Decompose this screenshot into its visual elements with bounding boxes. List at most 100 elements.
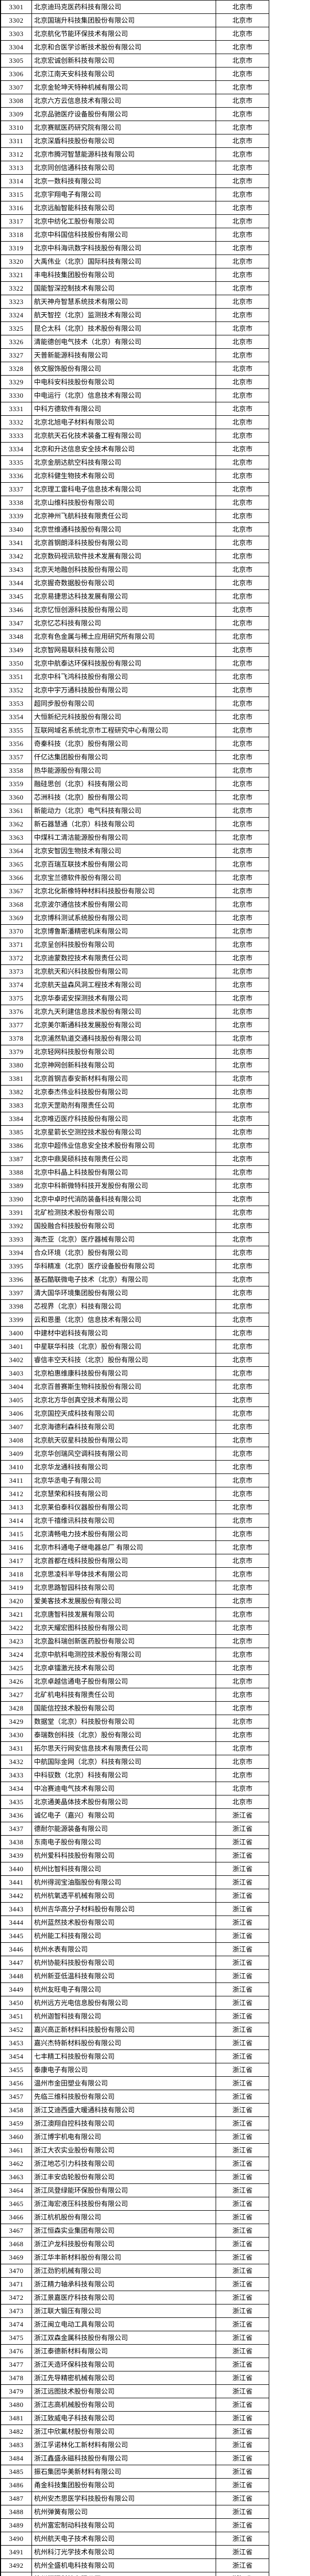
region-cell: 北京市 (216, 14, 269, 27)
table-row: 3458 浙江艾迪西盛大暖通科技有限公司 浙江省 (0, 2104, 269, 2117)
row-index-cell: 3429 (0, 1715, 32, 1728)
row-index-cell: 3486 (0, 2479, 32, 2492)
row-index-cell: 3356 (0, 737, 32, 750)
company-name-cell: 北京千禧维讯科技有限公司 (32, 1514, 216, 1527)
company-name-cell: 北京天耀宏图科技股份有限公司 (32, 1621, 216, 1634)
company-name-cell: 杭州拓深科技有限公司 (32, 2572, 216, 2576)
company-name-cell: 浙江泰德新材料有限公司 (32, 2345, 216, 2358)
table-row: 3454 七丰精工科技股份有限公司 浙江省 (0, 2050, 269, 2063)
row-index-cell: 3370 (0, 925, 32, 938)
table-row: 3309 北京品驰医疗设备股份有限公司 北京市 (0, 108, 269, 121)
row-index-cell: 3367 (0, 885, 32, 897)
company-name-cell: 清大国华环境集团股份有限公司 (32, 1286, 216, 1299)
region-cell: 北京市 (216, 268, 269, 281)
company-name-cell: 浙江致威电子科技有限公司 (32, 2412, 216, 2425)
row-index-cell: 3407 (0, 1420, 32, 1433)
table-row: 3325 昆仑太科（北京）技术股份有限公司 北京市 (0, 322, 269, 335)
region-cell: 浙江省 (216, 2559, 269, 2572)
region-cell: 北京市 (216, 1394, 269, 1406)
row-index-cell: 3426 (0, 1675, 32, 1688)
region-cell: 北京市 (216, 1755, 269, 1768)
table-row: 3303 北京航化节能环保技术有限公司 北京市 (0, 27, 269, 41)
company-name-cell: 国投融合科技股份有限公司 (32, 1219, 216, 1232)
table-row: 3398 芯视界（北京）科技有限公司 北京市 (0, 1300, 269, 1313)
region-cell: 浙江省 (216, 2331, 269, 2344)
table-row: 3412 北京慧荣和科技有限公司 北京市 (0, 1487, 269, 1501)
region-cell: 浙江省 (216, 1809, 269, 1822)
company-name-cell: 北京博科测试系统股份有限公司 (32, 911, 216, 924)
company-name-cell: 新石器慧通（北京）科技有限公司 (32, 818, 216, 831)
row-index-cell: 3454 (0, 2050, 32, 2063)
region-cell: 北京市 (216, 1662, 269, 1674)
row-index-cell: 3468 (0, 2238, 32, 2250)
region-cell: 浙江省 (216, 2519, 269, 2532)
row-index-cell: 3416 (0, 1541, 32, 1554)
table-row: 3306 北京江南天安科技有限公司 北京市 (0, 67, 269, 81)
region-cell: 北京市 (216, 376, 269, 388)
company-name-cell: 北京宇翔电子有限公司 (32, 188, 216, 201)
row-index-cell: 3388 (0, 1166, 32, 1179)
row-index-cell: 3379 (0, 1045, 32, 1058)
table-row: 3324 航天智控（北京）监测技术有限公司 北京市 (0, 309, 269, 322)
company-name-cell: 浙江沪龙科技股份有限公司 (32, 2238, 216, 2250)
row-index-cell: 3469 (0, 2251, 32, 2264)
region-cell: 浙江省 (216, 1943, 269, 1956)
company-name-cell: 浙江艾迪西盛大暖通科技有限公司 (32, 2104, 216, 2116)
table-row: 3354 大恒新纪元科技股份有限公司 北京市 (0, 710, 269, 724)
row-index-cell: 3475 (0, 2331, 32, 2344)
row-index-cell: 3417 (0, 1554, 32, 1567)
row-index-cell: 3471 (0, 2278, 32, 2291)
table-row: 3350 北京中航泰达环保科技股份有限公司 北京市 (0, 657, 269, 670)
table-row: 3457 先临三维科技股份有限公司 浙江省 (0, 2090, 269, 2104)
table-row: 3490 杭州航天电子技术有限公司 浙江省 (0, 2532, 269, 2546)
region-cell: 北京市 (216, 871, 269, 884)
row-index-cell: 3354 (0, 710, 32, 723)
company-name-cell: 国能信控技术股份有限公司 (32, 1702, 216, 1715)
region-cell: 浙江省 (216, 2385, 269, 2398)
table-row: 3340 北京世维通科技股份有限公司 北京市 (0, 523, 269, 536)
region-cell: 北京市 (216, 161, 269, 174)
company-name-cell: 北京中鼎昊硕科技有限责任公司 (32, 1153, 216, 1165)
company-name-cell: 北京中超伟业信息安全技术股份有限公司 (32, 1139, 216, 1152)
company-name-cell: 中建材中岩科技有限公司 (32, 1327, 216, 1340)
row-index-cell: 3420 (0, 1595, 32, 1607)
region-cell: 北京市 (216, 54, 269, 67)
row-index-cell: 3304 (0, 41, 32, 54)
row-index-cell: 3358 (0, 764, 32, 777)
region-cell: 北京市 (216, 1327, 269, 1340)
row-index-cell: 3463 (0, 2171, 32, 2183)
company-name-cell: 北京中科新微特科技开发股份有限公司 (32, 1179, 216, 1192)
row-index-cell: 3457 (0, 2090, 32, 2103)
company-name-cell: 中冶赛迪电气技术有限公司 (32, 1782, 216, 1795)
company-name-cell: 互联网域名系统北京市工程研究中心有限公司 (32, 724, 216, 737)
row-index-cell: 3425 (0, 1662, 32, 1674)
table-row: 3348 北京有色金属与稀土应用研究所有限公司 北京市 (0, 630, 269, 643)
table-row: 3312 北京市腾河智慧能源科技有限公司 北京市 (0, 148, 269, 161)
region-cell: 北京市 (216, 1554, 269, 1567)
table-row: 3427 北矿机电科技有限责任公司 北京市 (0, 1688, 269, 1702)
region-cell: 北京市 (216, 1621, 269, 1634)
row-index-cell: 3308 (0, 94, 32, 107)
region-cell: 浙江省 (216, 2425, 269, 2438)
row-index-cell: 3492 (0, 2559, 32, 2572)
row-index-cell: 3331 (0, 402, 32, 415)
company-name-cell: 浙江大农实业股份有限公司 (32, 2144, 216, 2157)
company-name-cell: 北京北方华创真空技术有限公司 (32, 1394, 216, 1406)
row-index-cell: 3383 (0, 1099, 32, 1112)
row-index-cell: 3346 (0, 603, 32, 616)
company-name-cell: 天普新能源科技有限公司 (32, 349, 216, 362)
table-row: 3346 北京忆恒创源科技股份有限公司 北京市 (0, 603, 269, 617)
region-cell: 北京市 (216, 322, 269, 335)
row-index-cell: 3369 (0, 911, 32, 924)
region-cell: 北京市 (216, 1139, 269, 1152)
region-cell: 北京市 (216, 1045, 269, 1058)
table-row: 3362 新石器慧通（北京）科技有限公司 北京市 (0, 818, 269, 831)
row-index-cell: 3482 (0, 2425, 32, 2438)
region-cell: 北京市 (216, 67, 269, 80)
table-row: 3400 中建材中岩科技有限公司 北京市 (0, 1327, 269, 1340)
row-index-cell: 3329 (0, 376, 32, 388)
region-cell: 北京市 (216, 1715, 269, 1728)
region-cell: 浙江省 (216, 2023, 269, 2036)
region-cell: 北京市 (216, 188, 269, 201)
region-cell: 浙江省 (216, 2264, 269, 2277)
